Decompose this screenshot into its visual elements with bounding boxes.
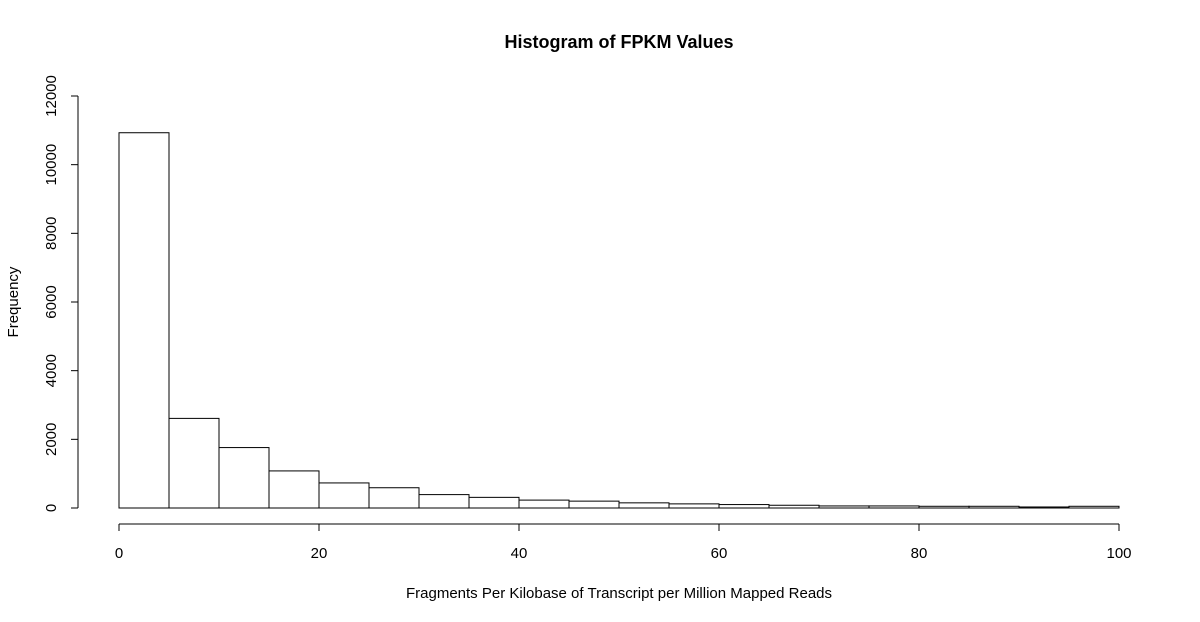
chart-title: Histogram of FPKM Values (504, 32, 733, 52)
histogram-bar (1068, 505, 1120, 509)
y-tick-label: 6000 (43, 285, 60, 318)
y-tick-label: 2000 (43, 423, 60, 456)
x-tick-label: 40 (511, 545, 528, 562)
x-axis: 0 20 40 60 80 100 (115, 523, 1132, 562)
x-tick-label: 60 (711, 545, 728, 562)
histogram-bar (718, 504, 770, 509)
histogram-bar (368, 487, 420, 509)
histogram-bar (818, 505, 870, 509)
histogram-bar (318, 482, 370, 509)
y-tick-label: 12000 (43, 75, 60, 117)
histogram-bar (618, 502, 670, 509)
histogram-bar (518, 499, 570, 509)
histogram-bar (268, 470, 320, 509)
histogram-bar (968, 505, 1020, 509)
y-tick-label: 10000 (43, 144, 60, 186)
histogram-bar (168, 417, 220, 509)
y-axis-label: Frequency (5, 266, 22, 337)
histogram-bar (1018, 506, 1070, 509)
x-tick-label: 100 (1106, 545, 1131, 562)
histogram-bar (468, 496, 520, 509)
histogram-bar (218, 447, 270, 509)
x-tick-label: 80 (911, 545, 928, 562)
histogram-bar (768, 504, 820, 509)
x-tick-label: 0 (115, 545, 123, 562)
x-axis-label: Fragments Per Kilobase of Transcript per… (406, 585, 832, 602)
x-tick-label: 20 (311, 545, 328, 562)
histogram-bar (668, 503, 720, 509)
histogram-bar (118, 132, 170, 509)
histogram-bar (568, 500, 620, 509)
histogram-bar (868, 505, 920, 509)
y-tick-label: 8000 (43, 217, 60, 250)
y-tick-label: 4000 (43, 354, 60, 387)
y-axis: 0 2000 4000 6000 8000 10000 12000 (43, 75, 79, 512)
bars-group (118, 132, 1120, 509)
histogram-bar (418, 494, 470, 509)
histogram-bar (918, 505, 970, 509)
y-tick-label: 0 (43, 504, 60, 512)
